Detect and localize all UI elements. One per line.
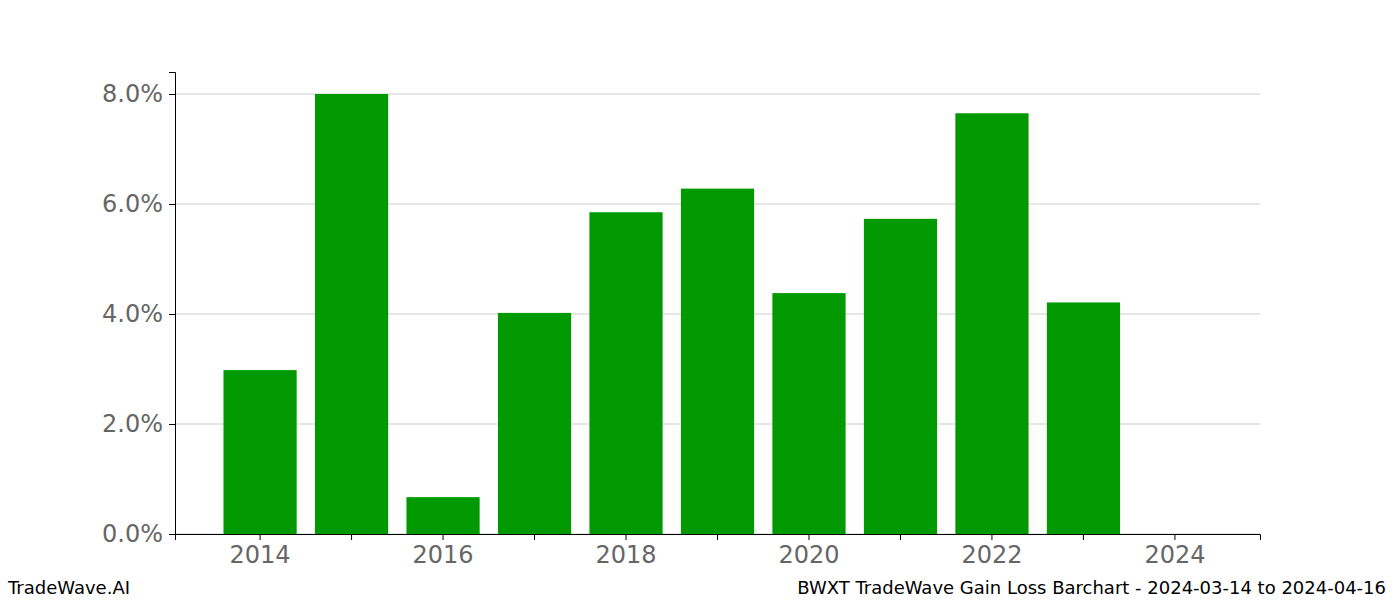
x-tick-mark <box>626 534 627 540</box>
x-axis: 2014 2016 2018 2020 2022 2024 <box>176 534 1261 569</box>
y-tick-label: 0.0% <box>102 520 163 548</box>
x-tick: 2022 <box>961 534 1022 569</box>
x-tick-mark <box>534 534 535 540</box>
bar <box>1047 302 1120 534</box>
x-tick-label: 2020 <box>778 541 839 569</box>
bar <box>681 189 754 534</box>
y-tick-label: 4.0% <box>102 300 163 328</box>
y-axis-line <box>169 73 176 535</box>
x-tick <box>534 534 535 540</box>
y-axis: 0.0% 2.0% 4.0% 6.0% 8.0% <box>102 73 175 549</box>
x-tick <box>1083 534 1084 540</box>
y-tick-mark <box>169 94 175 95</box>
bar <box>772 293 845 534</box>
bar <box>498 313 571 534</box>
y-tick: 0.0% <box>102 520 175 548</box>
bar <box>589 212 662 534</box>
x-tick <box>900 534 901 540</box>
x-axis-line <box>176 535 1261 541</box>
bar <box>955 113 1028 534</box>
x-tick-mark <box>900 534 901 540</box>
chart: 0.0% 2.0% 4.0% 6.0% 8.0% 2014 2016 2018 2020 2022… <box>0 0 1400 600</box>
x-tick-mark <box>717 534 718 540</box>
y-tick: 2.0% <box>102 410 175 438</box>
y-tick-mark <box>169 204 175 205</box>
bar <box>315 94 388 534</box>
x-tick-label: 2016 <box>413 541 474 569</box>
y-tick-mark <box>169 534 175 535</box>
y-tick-mark <box>169 424 175 425</box>
y-tick: 4.0% <box>102 300 175 328</box>
y-tick-label: 8.0% <box>102 80 163 108</box>
x-tick <box>351 534 352 540</box>
x-tick-mark <box>443 534 444 540</box>
y-tick-mark <box>169 314 175 315</box>
x-tick-label: 2014 <box>230 541 291 569</box>
x-tick: 2020 <box>778 534 839 569</box>
x-tick: 2014 <box>230 534 291 569</box>
x-tick <box>717 534 718 540</box>
y-tick: 8.0% <box>102 80 175 108</box>
x-tick: 2024 <box>1144 534 1205 569</box>
y-tick-label: 2.0% <box>102 410 163 438</box>
x-tick-mark <box>991 534 992 540</box>
bar <box>864 219 937 534</box>
x-tick-label: 2018 <box>595 541 656 569</box>
bar <box>223 370 296 534</box>
footer-left: TradeWave.AI <box>7 577 130 598</box>
y-tick: 6.0% <box>102 190 175 218</box>
x-tick-label: 2022 <box>961 541 1022 569</box>
x-tick-mark <box>808 534 809 540</box>
x-tick-mark <box>351 534 352 540</box>
x-tick: 2018 <box>595 534 656 569</box>
grid <box>175 94 1260 534</box>
x-tick-mark <box>260 534 261 540</box>
bars <box>223 94 1120 534</box>
x-tick-mark <box>1083 534 1084 540</box>
x-tick-mark <box>1174 534 1175 540</box>
x-tick-label: 2024 <box>1144 541 1205 569</box>
footer-right: BWXT TradeWave Gain Loss Barchart - 2024… <box>797 577 1386 598</box>
x-tick: 2016 <box>413 534 474 569</box>
bar <box>406 497 479 534</box>
y-tick-label: 6.0% <box>102 190 163 218</box>
